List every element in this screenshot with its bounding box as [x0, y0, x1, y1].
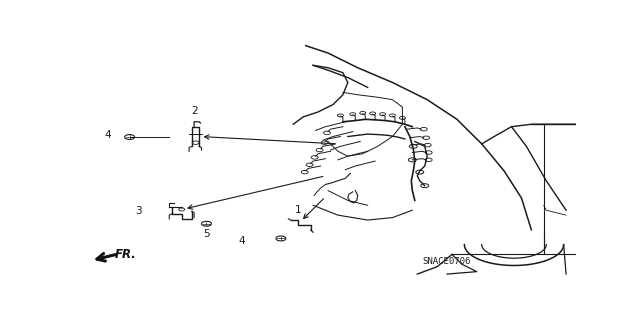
Text: 4: 4: [104, 130, 111, 140]
Text: FR.: FR.: [115, 248, 136, 261]
Text: 1: 1: [295, 205, 301, 215]
Text: 5: 5: [203, 229, 210, 239]
Text: 4: 4: [239, 236, 245, 246]
Text: 3: 3: [136, 206, 142, 217]
Text: SNACE0706: SNACE0706: [422, 257, 470, 266]
Text: 2: 2: [191, 107, 197, 116]
